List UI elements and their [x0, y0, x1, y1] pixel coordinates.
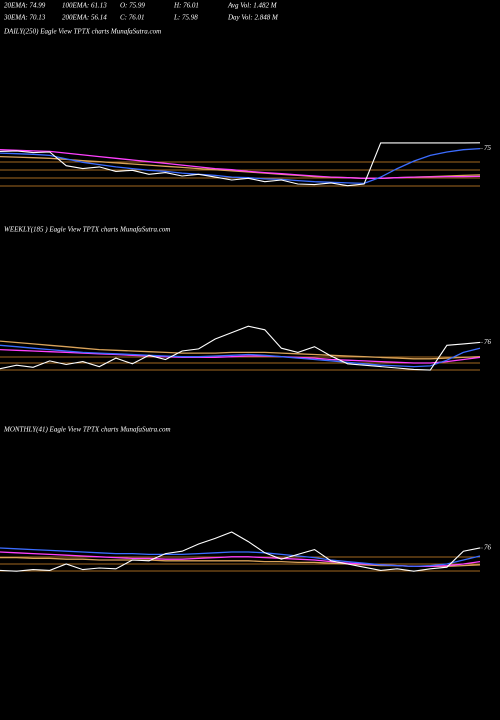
- series-line: [0, 142, 481, 187]
- series-line: [0, 531, 481, 572]
- y-tick-label: 76: [484, 338, 492, 346]
- panel-title: MONTHLY(41) Eagle View TPTX charts Munaf…: [3, 426, 171, 434]
- series-line: [0, 348, 481, 364]
- header-stat: Avg Vol: 1.482 M: [227, 2, 278, 10]
- y-tick-label: 75: [484, 144, 492, 152]
- series-line: [0, 340, 481, 360]
- header-stat: 200EMA: 56.14: [62, 14, 107, 22]
- series-line: [0, 547, 481, 568]
- header-stat: C: 76.01: [120, 14, 145, 22]
- header-stat: Day Vol: 2.848 M: [227, 14, 279, 22]
- series-line: [0, 147, 481, 185]
- panel-title: DAILY(250) Eagle View TPTX charts Munafa…: [3, 28, 161, 36]
- y-tick-label: 76: [484, 544, 492, 552]
- panel-title: WEEKLY(185 ) Eagle View TPTX charts Muna…: [4, 226, 170, 234]
- header-stat: O: 75.99: [120, 2, 145, 10]
- series-line: [0, 149, 481, 179]
- series-line: [0, 344, 481, 368]
- header-stat: 30EMA: 70.13: [3, 14, 46, 22]
- header-stat: 100EMA: 61.13: [62, 2, 107, 10]
- header-stat: 20EMA: 74.99: [4, 2, 46, 10]
- header-stat: H: 76.01: [173, 2, 199, 10]
- header-stat: L: 75.98: [173, 14, 198, 22]
- series-line: [0, 325, 481, 371]
